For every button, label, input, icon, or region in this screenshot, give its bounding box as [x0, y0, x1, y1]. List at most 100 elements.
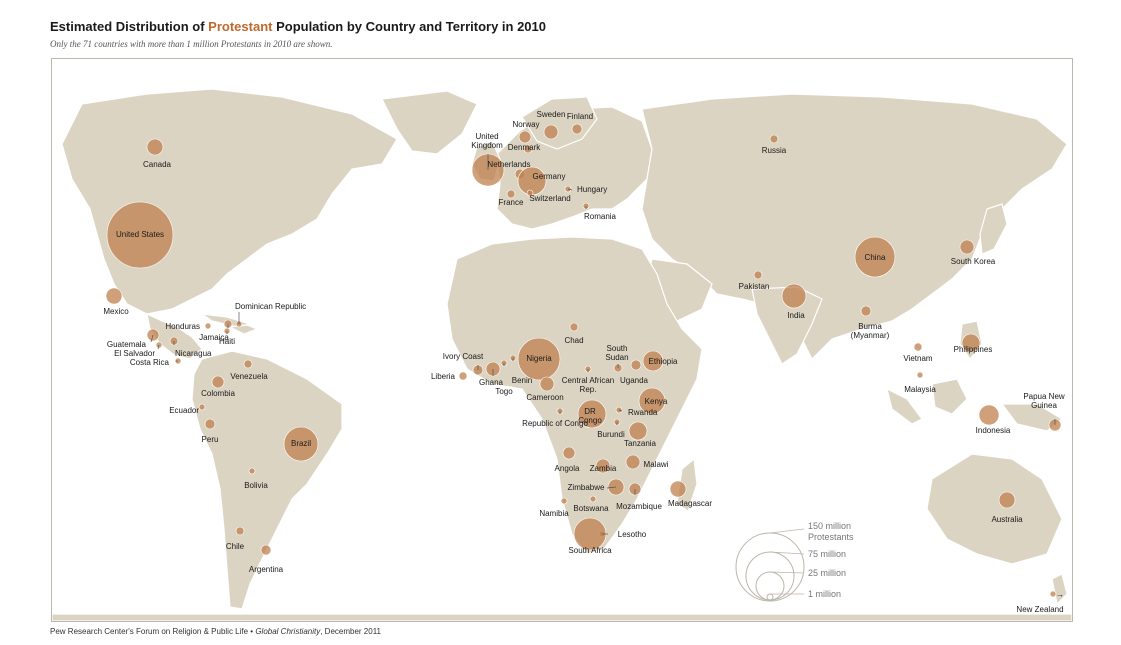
- bubble-australia: [998, 491, 1016, 509]
- label-south-africa: South Africa: [568, 546, 612, 555]
- bubble-brazil: [283, 426, 319, 462]
- label-netherlands: Netherlands: [487, 160, 530, 169]
- landmass-new-zealand: [1051, 573, 1068, 606]
- label-zambia: Zambia: [590, 464, 617, 473]
- landmass-madagascar: [676, 457, 698, 512]
- landmass-borneo: [931, 378, 968, 415]
- bubble-south-korea: [959, 239, 975, 255]
- bubble-colombia: [211, 375, 225, 389]
- label-malawi: Malawi: [644, 460, 669, 469]
- bubble-venezuela: [243, 359, 253, 369]
- footer-source: Pew Research Center's Forum on Religion …: [50, 627, 256, 636]
- world-map: United States Canada Mexico Dominican Repub…: [52, 88, 1072, 621]
- label-nigeria: Nigeria: [526, 354, 552, 363]
- label-malaysia: Malaysia: [904, 385, 936, 394]
- label-ivory-coast: Ivory Coast: [443, 352, 484, 361]
- leader-guatemala: [150, 334, 154, 343]
- label-nicaragua: Nicaragua: [175, 349, 212, 358]
- label-lesotho: Lesotho: [618, 530, 647, 539]
- bubble-angola: [562, 446, 576, 460]
- bubble-uganda: [630, 359, 642, 371]
- label-australia: Australia: [991, 515, 1023, 524]
- landmass-africa: [446, 236, 703, 555]
- bubble-pakistan: [753, 270, 763, 280]
- label-philippines: Philippines: [954, 345, 993, 354]
- label-united-states: United States: [116, 230, 164, 239]
- landmass-scandinavia: [521, 96, 598, 150]
- label-south-korea: South Korea: [951, 257, 996, 266]
- label-guatemala: Guatemala: [107, 340, 147, 349]
- bubble-new-zealand: [1049, 590, 1057, 598]
- label-tanzania: Tanzania: [624, 439, 657, 448]
- bubble-united-states: [106, 201, 174, 269]
- label-sweden: Sweden: [537, 110, 566, 119]
- bubble-denmark: [523, 144, 533, 154]
- label-kenya: Kenya: [645, 397, 668, 406]
- label-madagascar: Madagascar: [668, 499, 712, 508]
- bubble-mexico: [105, 287, 123, 305]
- legend-label-25m: 25 million: [808, 568, 846, 578]
- label-peru: Peru: [202, 435, 219, 444]
- bubble-botswana: [589, 495, 597, 503]
- label-angola: Angola: [555, 464, 580, 473]
- label-papua-new-guinea: Papua New Guinea: [1023, 392, 1065, 410]
- map-frame: United States Canada Mexico Dominican Repub…: [51, 58, 1073, 622]
- leader-zimbabwe: [606, 486, 617, 489]
- legend-tick-25m: [769, 571, 805, 574]
- label-ethiopia: Ethiopia: [649, 357, 678, 366]
- bubble-ethiopia: [642, 350, 664, 372]
- label-finland: Finland: [567, 112, 593, 121]
- bubble-liberia: [458, 371, 468, 381]
- label-south-sudan: South Sudan: [605, 344, 628, 362]
- label-brazil: Brazil: [291, 439, 311, 448]
- label-hungary: Hungary: [577, 185, 607, 194]
- bubble-india: [781, 283, 807, 309]
- label-dr-congo: DR Congo: [578, 407, 602, 425]
- landmass-north-america: [61, 88, 398, 315]
- leader-hungary: [567, 188, 573, 191]
- label-france: France: [499, 198, 524, 207]
- label-romania: Romania: [584, 212, 617, 221]
- label-united-kingdom: United Kingdom: [471, 132, 503, 150]
- landmass-antarctic-strip: [52, 613, 1072, 621]
- legend-tick-150m: [769, 528, 805, 534]
- label-zimbabwe: Zimbabwe: [568, 483, 605, 492]
- bubble-chad: [569, 322, 579, 332]
- footer-date: , December 2011: [320, 627, 382, 636]
- legend-sub-150m: Protestants: [808, 532, 854, 542]
- new-zealand-arrow-icon: →: [1056, 590, 1064, 599]
- label-togo: Togo: [495, 387, 513, 396]
- title-part1: Estimated Distribution of: [50, 19, 209, 34]
- label-costa-rica: Costa Rica: [130, 358, 170, 367]
- bubble-sweden: [543, 124, 559, 140]
- label-denmark: Denmark: [508, 143, 541, 152]
- label-rwanda: Rwanda: [628, 408, 658, 417]
- label-layer: United States Canada Mexico Dominican Repub…: [103, 110, 1065, 614]
- label-haiti: Haiti: [219, 337, 235, 346]
- bubble-china: [854, 236, 896, 278]
- bubble-indonesia: [978, 404, 1000, 426]
- bubble-argentina: [260, 544, 272, 556]
- bubble-norway: [518, 130, 532, 144]
- label-chile: Chile: [226, 542, 245, 551]
- title-part2: Population by Country and Territory in 2…: [272, 19, 546, 34]
- bubble-zambia: [595, 458, 611, 474]
- legend-label-1m: 1 million: [808, 589, 841, 599]
- bubble-nigeria: [517, 337, 561, 381]
- label-vietnam: Vietnam: [903, 354, 933, 363]
- label-germany: Germany: [533, 172, 566, 181]
- legend-label-75m: 75 million: [808, 549, 846, 559]
- label-china: China: [865, 253, 886, 262]
- label-india: India: [787, 311, 805, 320]
- bubble-bolivia: [248, 467, 256, 475]
- label-dominican-republic: Dominican Republic: [235, 302, 306, 311]
- bubble-peru: [204, 418, 216, 430]
- legend-circle-25m: [755, 571, 785, 601]
- bubble-kenya: [638, 387, 666, 415]
- landmass-asia: [641, 93, 1068, 361]
- label-norway: Norway: [512, 120, 539, 129]
- label-liberia: Liberia: [431, 372, 456, 381]
- bubble-malawi: [625, 454, 641, 470]
- label-benin: Benin: [512, 376, 532, 385]
- legend-tick-75m: [769, 551, 805, 555]
